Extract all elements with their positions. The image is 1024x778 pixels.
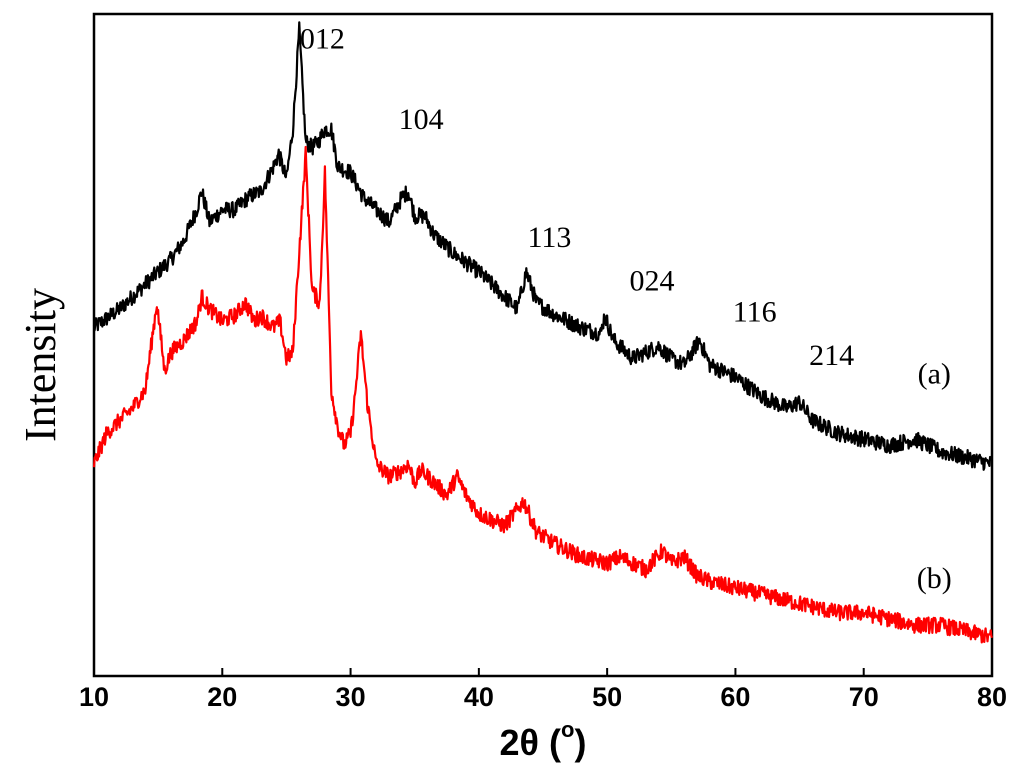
peak-labels: 012 104 113 024 116 214 <box>300 23 854 372</box>
series-lines <box>92 21 994 644</box>
peak-label: 024 <box>630 264 675 297</box>
x-axis-title: 2θ (o) <box>500 717 587 763</box>
x-tick-label: 70 <box>849 682 879 712</box>
series-label: (b) <box>917 562 952 595</box>
x-tick-label: 50 <box>592 682 622 712</box>
x-axis-tick-labels: 10 20 30 40 50 60 70 80 <box>79 682 1007 712</box>
x-axis-ticks <box>93 668 993 676</box>
peak-label: 214 <box>809 339 854 372</box>
series-line-b <box>92 145 994 644</box>
series-line-a <box>92 21 993 471</box>
x-tick-label: 40 <box>464 682 494 712</box>
x-axis-title-degree: o <box>561 717 574 742</box>
series-label: (a) <box>918 357 951 390</box>
series-labels: (a) (b) <box>917 357 952 595</box>
x-tick-label: 60 <box>720 682 750 712</box>
peak-label: 113 <box>527 221 571 254</box>
peak-label: 116 <box>733 295 777 328</box>
x-tick-label: 30 <box>336 682 366 712</box>
x-tick-label: 80 <box>977 682 1007 712</box>
peak-label: 104 <box>399 103 444 136</box>
x-tick-label: 20 <box>207 682 237 712</box>
plot-frame <box>92 12 994 678</box>
peak-label: 012 <box>300 23 345 56</box>
x-tick-label: 10 <box>79 682 109 712</box>
y-axis-title: Intensity <box>16 288 65 442</box>
